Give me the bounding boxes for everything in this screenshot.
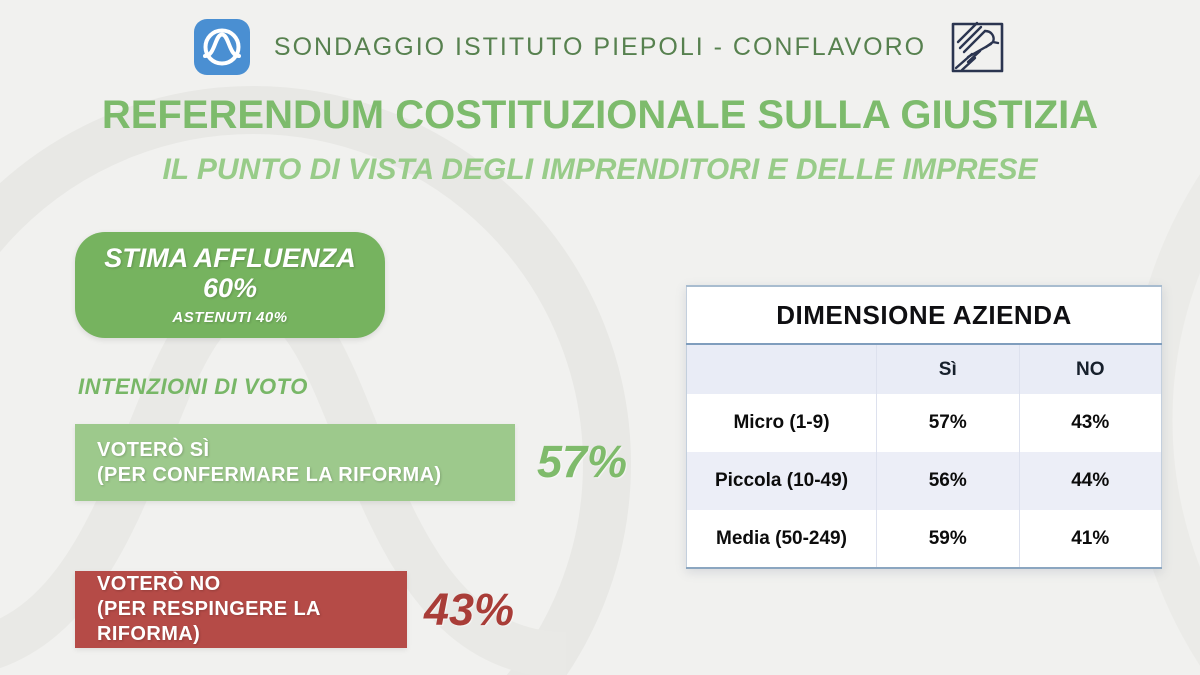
bar-no-label-line2: (PER RESPINGERE LA RIFORMA): [97, 598, 321, 645]
header-title: SONDAGGIO ISTITUTO PIEPOLI - CONFLAVORO: [273, 32, 927, 61]
bar-no-percentage: 43%: [424, 584, 515, 635]
page-title: REFERENDUM COSTITUZIONALE SULLA GIUSTIZI…: [101, 93, 1099, 137]
page-subtitle: IL PUNTO DI VISTA DEGLI IMPRENDITORI E D…: [162, 153, 1038, 186]
bar-yes-label-line1: VOTERÒ SÌ: [97, 438, 210, 461]
row-no-value: 41%: [1018, 510, 1162, 568]
row-si-value: 56%: [876, 452, 1019, 510]
header: SONDAGGIO ISTITUTO PIEPOLI - CONFLAVORO: [0, 16, 1200, 78]
row-si-value: 57%: [876, 394, 1019, 452]
table-title: DIMENSIONE AZIENDA: [686, 286, 1162, 345]
row-si-value: 59%: [876, 510, 1019, 568]
vote-intentions-heading: INTENZIONI DI VOTO: [78, 374, 308, 399]
row-no-value: 43%: [1018, 394, 1162, 452]
row-no-value: 44%: [1018, 452, 1162, 510]
table-row-piccola: Piccola (10-49) 56% 44%: [686, 452, 1162, 510]
turnout-estimate-box: STIMA AFFLUENZA 60% ASTENUTI 40%: [75, 232, 385, 338]
company-size-table: DIMENSIONE AZIENDA Sì NO Micro (1-9) 57%…: [686, 285, 1162, 569]
bar-yes-label-line2: (PER CONFERMARE LA RIFORMA): [97, 463, 442, 486]
table-row-media: Media (50-249) 59% 41%: [687, 510, 1162, 568]
bar-yes-percentage: 57%: [537, 436, 628, 487]
turnout-value: 60%: [202, 273, 258, 304]
bar-vote-yes: VOTERÒ SÌ (PER CONFERMARE LA RIFORMA): [75, 424, 515, 501]
table-header-si: Sì: [876, 344, 1019, 394]
turnout-label: STIMA AFFLUENZA: [104, 242, 356, 273]
table-header-no: NO: [1018, 344, 1162, 394]
row-label: Piccola (10-49): [686, 452, 877, 510]
table-header-empty: [686, 344, 877, 394]
row-label: Media (50-249): [716, 527, 847, 549]
conflavoro-eagle-icon: [948, 16, 1008, 78]
bar-no-label-line1: VOTERÒ NO: [97, 573, 221, 595]
abstained-label: ASTENUTI 40%: [172, 309, 288, 327]
table-row-micro: Micro (1-9) 57% 43%: [687, 394, 1162, 452]
table-header-row: Sì NO: [686, 344, 1162, 394]
bar-vote-no: VOTERÒ NO (PER RESPINGERE LA RIFORMA): [75, 571, 407, 648]
istituto-piepoli-logo-icon: [192, 16, 252, 78]
row-label: Micro (1-9): [733, 412, 830, 433]
